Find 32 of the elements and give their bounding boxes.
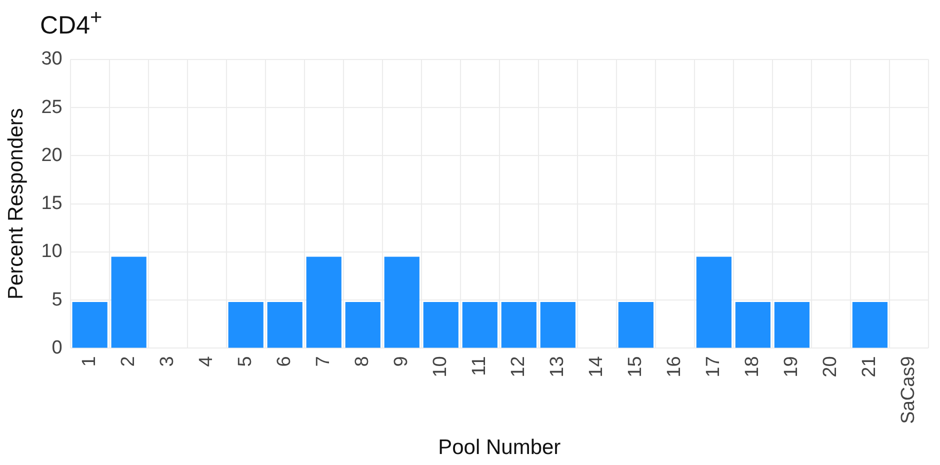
x-axis-title: Pool Number	[438, 436, 561, 460]
y-tick-label: 5	[52, 289, 62, 310]
y-tick-label: 25	[41, 96, 62, 118]
y-tick-label: 10	[41, 241, 62, 262]
x-tick-label: 21	[859, 356, 880, 378]
x-tick-label: 10	[430, 356, 452, 378]
x-tick-label: 13	[547, 356, 568, 378]
y-tick-label: 0	[52, 337, 62, 358]
x-tick-label: 18	[742, 356, 764, 378]
y-tick-label: 15	[41, 193, 62, 214]
x-tick-label: 17	[703, 356, 724, 378]
y-tick-label: 20	[41, 144, 62, 166]
x-tick-label: 1	[79, 356, 100, 367]
y-axis-title: Percent Responders	[4, 108, 28, 300]
x-tick-label: 11	[469, 356, 490, 376]
x-tick-label: 4	[196, 356, 218, 367]
x-tick-label: 3	[157, 356, 178, 367]
x-tick-label: SaCas9	[898, 356, 920, 424]
chart-title: CD4$^{+}$	[40, 6, 102, 40]
x-tick-label: 15	[625, 356, 646, 378]
x-tick-label: 20	[820, 356, 842, 378]
x-tick-label: 16	[664, 356, 686, 378]
x-tick-label: 5	[235, 356, 256, 367]
y-tick-label: 30	[41, 48, 62, 70]
x-tick-label: 9	[391, 356, 412, 367]
x-tick-label: 6	[274, 356, 296, 367]
x-tick-label: 8	[352, 356, 374, 367]
x-tick-label: 2	[118, 356, 140, 367]
x-tick-label: 12	[508, 356, 530, 378]
x-tick-label: 7	[313, 356, 334, 367]
x-tick-label: 14	[586, 356, 608, 378]
x-tick-label: 19	[781, 356, 802, 378]
